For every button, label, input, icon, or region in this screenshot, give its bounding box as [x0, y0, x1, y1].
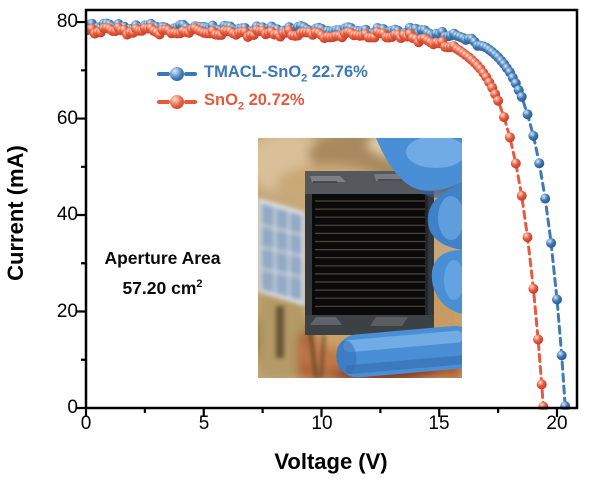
x-tick-10: 10: [311, 413, 333, 434]
legend-marker-ball-line-icon: [157, 67, 197, 81]
data-point: [516, 91, 527, 102]
data-point: [536, 379, 547, 390]
solar-module: [305, 171, 434, 335]
series-1: [85, 22, 549, 410]
data-point: [546, 238, 557, 248]
glove-thumb: [336, 325, 462, 378]
data-point: [528, 283, 539, 294]
data-point: [493, 95, 504, 106]
y-tick-80: 80: [56, 11, 78, 32]
module-cell-stripes: [315, 200, 425, 307]
data-point: [533, 334, 544, 345]
data-point: [552, 294, 562, 305]
inset-photo: [258, 138, 462, 378]
data-point: [556, 350, 567, 361]
x-tick-15: 15: [428, 413, 450, 434]
chart-legend: TMACL-SnO2 22.76% SnO2 20.72%: [157, 60, 368, 116]
x-axis-title: Voltage (V): [274, 449, 388, 474]
legend-label-tmacl-sno2: TMACL-SnO2 22.76%: [204, 63, 368, 85]
y-tick-20: 20: [56, 300, 78, 322]
blue-glove: [336, 138, 462, 378]
data-point: [528, 130, 539, 141]
annotation-line1: Aperture Area: [104, 248, 221, 268]
series-layer: [85, 18, 571, 410]
data-point: [510, 158, 521, 169]
plot-frame: [84, 8, 579, 410]
annotation-line2: 57.20 cm2: [122, 277, 203, 298]
legend-item-sno2: SnO2 20.72%: [157, 88, 368, 116]
y-axis-title: Current (mA): [3, 145, 28, 281]
y-tick-60: 60: [56, 107, 78, 129]
data-point: [534, 158, 545, 169]
data-point: [504, 132, 515, 143]
data-point: [516, 190, 527, 201]
data-point: [538, 401, 549, 410]
data-point: [560, 401, 571, 410]
legend-label-sno2: SnO2 20.72%: [204, 91, 305, 113]
y-tick-0: 0: [67, 397, 78, 418]
axis-ticks: [77, 20, 559, 417]
y-tick-40: 40: [56, 204, 78, 225]
x-tick-0: 0: [80, 413, 92, 434]
x-tick-5: 5: [198, 413, 210, 434]
background-solar-panel: [258, 198, 325, 378]
legend-marker-ball-line-icon: [157, 95, 197, 109]
data-point: [540, 193, 551, 204]
data-point: [522, 232, 533, 243]
x-tick-20: 20: [546, 413, 568, 434]
aperture-area-annotation: Aperture Area 57.20 cm2: [55, 245, 270, 301]
legend-item-tmacl-sno2: TMACL-SnO2 22.76%: [157, 60, 368, 88]
axes-layer: [77, 8, 579, 417]
data-point: [499, 112, 509, 123]
data-point: [522, 109, 533, 120]
